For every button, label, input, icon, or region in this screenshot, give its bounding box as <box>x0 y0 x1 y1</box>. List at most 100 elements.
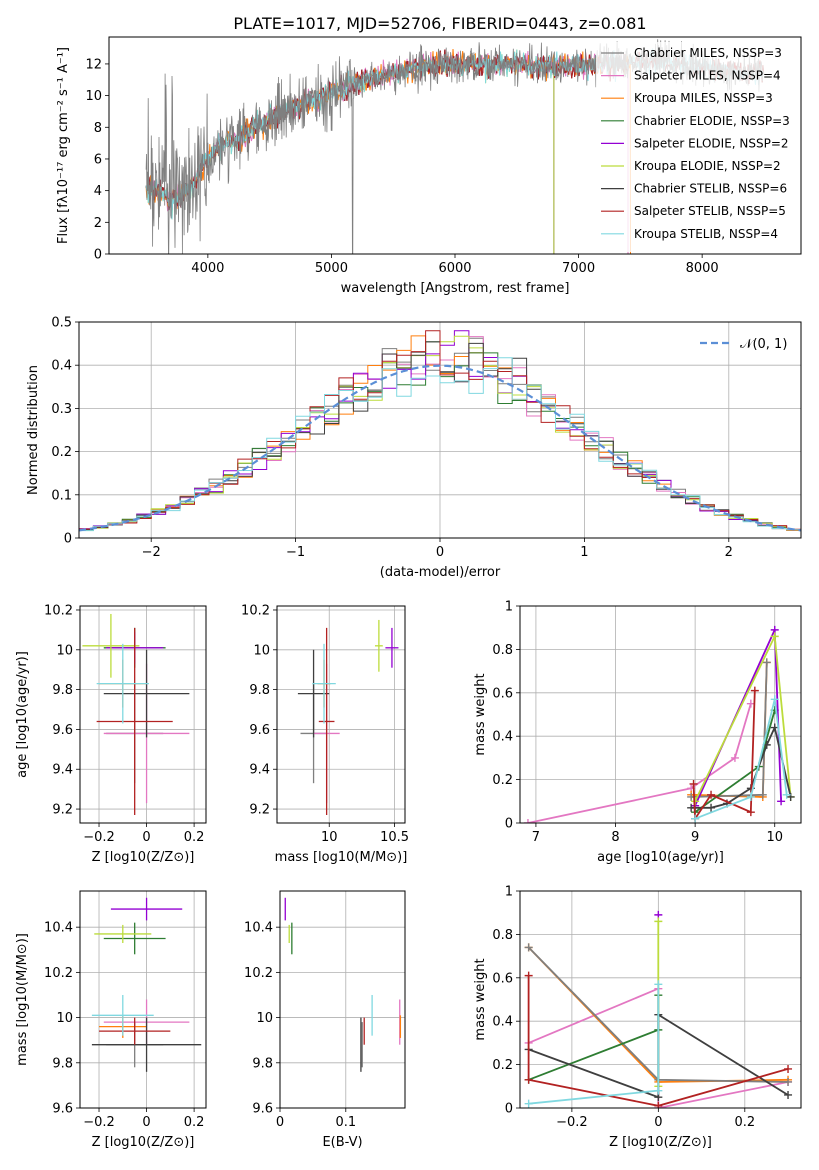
data-point <box>707 790 716 799</box>
y-tick-label: 9.8 <box>52 683 73 698</box>
series-salpeter-stelib <box>524 971 793 1108</box>
series-line <box>527 975 789 1107</box>
y-tick-label: 0.4 <box>492 730 513 745</box>
age-vs-z-plot-area <box>82 613 190 816</box>
errorbar-point <box>91 1017 202 1072</box>
data-point <box>730 753 739 762</box>
y-tick-label: 10.2 <box>44 966 73 981</box>
y-tick-label: 4 <box>94 184 102 199</box>
y-tick-label: 0 <box>505 1102 513 1117</box>
x-tick-label: 1 <box>580 545 588 560</box>
y-tick-label: 0.2 <box>492 1058 513 1073</box>
errorbar-point <box>318 627 335 816</box>
weight-vs-z-panel: −0.2 0 0.2 0 0.2 0.4 0.6 0.8 1 Z [log10(Z/Z⊙)] mas… <box>473 885 802 1150</box>
x-tick-label: 10.5 <box>380 830 409 845</box>
y-tick-label: 1 <box>505 885 513 900</box>
y-axis-label: age [log10(age/yr)] <box>15 651 30 778</box>
data-point <box>524 943 533 952</box>
y-tick-label: 0.8 <box>492 643 513 658</box>
y-tick-label: 6 <box>94 152 102 167</box>
data-point <box>654 980 663 989</box>
y-tick-label: 9.6 <box>252 1102 273 1117</box>
errorbar-point <box>96 643 149 724</box>
y-tick-label: 9.8 <box>252 1056 273 1071</box>
weight-vs-age-panel: 7 8 9 10 0 0.2 0.4 0.6 0.8 1 age [log10(age/yr)] ma… <box>473 600 802 865</box>
data-point <box>758 790 767 799</box>
x-tick-label: 5000 <box>315 261 348 276</box>
errorbar-point <box>103 649 190 738</box>
legend-label: Salpeter ELODIE, NSSP=2 <box>634 136 789 150</box>
legend-label: 𝒩(0, 1) <box>740 337 787 352</box>
legend-label: Salpeter MILES, NSSP=4 <box>634 69 781 83</box>
y-tick-label: 9.6 <box>52 723 73 738</box>
x-axis-label: E(B-V) <box>322 1135 362 1150</box>
y-tick-label: 10.2 <box>44 603 73 618</box>
x-tick-label: 0 <box>436 545 444 560</box>
data-point <box>770 632 779 641</box>
errorbar-point <box>110 897 183 921</box>
y-tick-label: 0 <box>505 817 513 832</box>
data-point <box>746 808 755 817</box>
errorbar-point <box>385 627 399 668</box>
data-point <box>782 790 791 799</box>
x-tick-label: 0 <box>142 1115 150 1130</box>
y-tick-label: 0.6 <box>492 971 513 986</box>
weight-vs-z-plot-area <box>524 910 793 1108</box>
mass-vs-z-plot-area <box>91 897 202 1072</box>
residuals-plot-area <box>79 330 801 532</box>
series-kroupa-stelib <box>524 980 663 1108</box>
y-axis-label: Normed distribution <box>26 365 41 495</box>
errorbar-point <box>374 619 383 672</box>
y-tick-label: 8 <box>94 121 102 136</box>
y-tick-label: 9.4 <box>249 763 270 778</box>
legend-label: Chabrier MILES, NSSP=3 <box>634 46 782 60</box>
x-tick-label: 0 <box>276 1115 284 1130</box>
legend-label: Chabrier STELIB, NSSP=6 <box>634 182 787 196</box>
x-axis-label: Z [log10(Z/Z⊙)] <box>92 850 195 865</box>
y-tick-label: 9.4 <box>52 763 73 778</box>
x-tick-label: 0.2 <box>184 830 205 845</box>
data-point <box>654 917 663 926</box>
x-tick-label: 4000 <box>191 261 224 276</box>
x-tick-label: −0.2 <box>83 830 115 845</box>
y-tick-label: 10 <box>56 643 73 658</box>
data-point <box>654 1086 663 1095</box>
data-point <box>524 971 533 980</box>
y-tick-label: 12 <box>85 57 102 72</box>
data-point <box>784 1077 793 1086</box>
axes-frame <box>79 605 207 824</box>
y-tick-label: 1 <box>505 600 513 615</box>
axes-frame <box>279 890 406 1109</box>
x-tick-label: 0 <box>654 1115 662 1130</box>
mass-vs-z-panel: −0.2 0 0.2 9.6 9.8 10 10.2 10.4 Z [log10(Z/Z⊙)] m… <box>15 890 207 1150</box>
data-point <box>654 1101 663 1108</box>
x-axis-label: wavelength [Angstrom, rest frame] <box>341 281 570 296</box>
y-tick-label: 10 <box>56 1011 73 1026</box>
legend-label: Chabrier ELODIE, NSSP=3 <box>634 114 790 128</box>
x-tick-label: 7 <box>532 830 540 845</box>
x-tick-label: 0.2 <box>734 1115 755 1130</box>
data-point <box>777 797 786 806</box>
legend-label: Kroupa STELIB, NSSP=4 <box>634 227 778 241</box>
y-tick-label: 0.1 <box>51 488 72 503</box>
chart-title: PLATE=1017, MJD=52706, FIBERID=0443, z=0… <box>233 14 646 33</box>
y-tick-label: 10.4 <box>44 921 73 936</box>
mass-vs-ebv-panel: 0 0.1 9.6 9.8 10 10.2 10.4 E(B-V) <box>244 890 406 1150</box>
normal-curve <box>79 364 801 532</box>
data-point <box>784 1064 793 1073</box>
mass-vs-ebv-plot-area <box>284 897 402 1072</box>
legend-label: Salpeter STELIB, NSSP=5 <box>634 204 786 218</box>
x-tick-label: 10 <box>321 830 338 845</box>
legend: 𝒩(0, 1) <box>700 337 787 352</box>
errorbar-point <box>91 994 154 1036</box>
y-tick-label: 9.2 <box>249 803 270 818</box>
y-tick-label: 0.4 <box>492 1015 513 1030</box>
axes-frame <box>519 605 802 824</box>
x-axis-label: mass [log10(M/M⊙)] <box>275 850 408 865</box>
x-tick-label: −0.2 <box>556 1115 588 1130</box>
y-tick-label: 9.6 <box>249 723 270 738</box>
y-tick-label: 0.4 <box>51 359 72 374</box>
y-axis-label: mass weight <box>473 673 488 755</box>
x-axis-label: Z [log10(Z/Z⊙)] <box>609 1135 712 1150</box>
series-line <box>694 699 788 820</box>
